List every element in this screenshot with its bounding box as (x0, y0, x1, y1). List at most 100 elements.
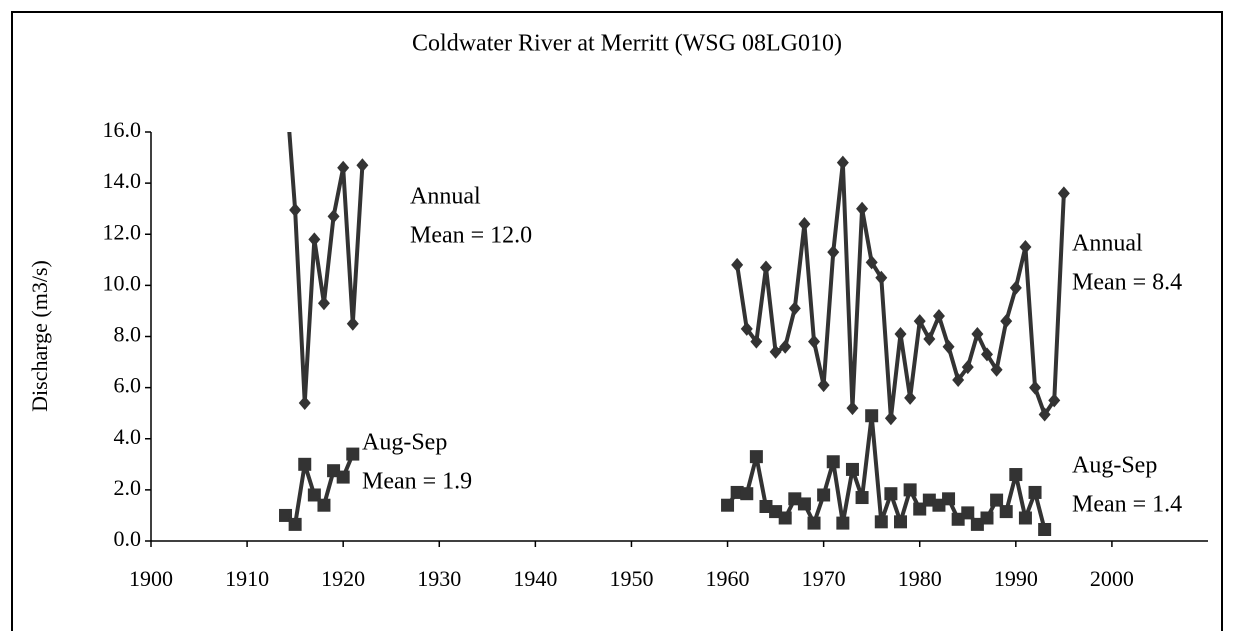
diamond-marker (971, 326, 984, 341)
square-marker (845, 462, 859, 476)
diamond-marker (337, 160, 350, 175)
x-tick-label: 1950 (609, 566, 653, 591)
square-marker (980, 511, 994, 525)
diamond-marker (961, 360, 974, 375)
diamond-marker (827, 245, 840, 260)
annotation: Annual (410, 184, 481, 210)
diamond-marker (990, 362, 1003, 377)
diamond-marker (731, 257, 744, 272)
square-marker (817, 488, 831, 502)
diamond-marker (779, 339, 792, 354)
diamond-marker (980, 347, 993, 362)
diamond-marker (856, 201, 869, 216)
square-marker (778, 511, 792, 525)
y-tick-label: 10.0 (103, 270, 142, 295)
square-marker (336, 470, 350, 484)
annotation: Mean = 8.4 (1072, 270, 1182, 296)
x-tick-label: 1960 (706, 566, 750, 591)
square-marker (826, 455, 840, 469)
diamond-marker (1000, 314, 1013, 329)
annotation: Annual (1072, 231, 1143, 257)
y-tick-label: 0.0 (114, 526, 142, 551)
diamond-marker (875, 270, 888, 285)
diamond-marker (1029, 380, 1042, 395)
square-marker (298, 457, 312, 471)
y-tick-label: 2.0 (114, 475, 142, 500)
square-marker (874, 515, 888, 529)
square-marker (999, 505, 1013, 519)
x-tick-label: 1900 (129, 566, 173, 591)
annotation: Mean = 1.9 (362, 469, 472, 495)
diamond-marker (1009, 280, 1022, 295)
diamond-marker (904, 390, 917, 405)
diamond-marker (750, 334, 763, 349)
diamond-marker (1057, 186, 1070, 201)
diamond-marker (298, 395, 311, 410)
square-marker (903, 483, 917, 497)
x-tick-label: 1940 (513, 566, 557, 591)
chart-border (11, 11, 1223, 631)
y-tick-label: 6.0 (114, 373, 142, 398)
diamond-marker (846, 401, 859, 416)
square-marker (865, 409, 879, 423)
x-tick-label: 2000 (1090, 566, 1134, 591)
x-tick-label: 1990 (994, 566, 1038, 591)
y-tick-label: 8.0 (114, 322, 142, 347)
diamond-marker (1048, 393, 1061, 408)
square-marker (346, 447, 360, 461)
diamond-marker (952, 372, 965, 387)
square-marker (961, 506, 975, 520)
square-marker (307, 488, 321, 502)
y-axis-label: Discharge (m3/s) (27, 260, 52, 412)
square-marker (749, 450, 763, 464)
square-marker (855, 491, 869, 505)
plot-area (279, 132, 1070, 536)
square-marker (1018, 511, 1032, 525)
square-marker (1038, 522, 1052, 536)
diamond-marker (942, 339, 955, 354)
diamond-marker (346, 316, 359, 331)
square-marker (884, 487, 898, 501)
diamond-marker (894, 326, 907, 341)
x-tick-label: 1970 (802, 566, 846, 591)
diamond-marker (1019, 240, 1032, 255)
square-marker (740, 487, 754, 501)
y-tick-label: 16.0 (103, 117, 142, 142)
y-tick-label: 12.0 (103, 219, 142, 244)
annotation: Aug-Sep (1072, 453, 1157, 479)
diamond-marker (817, 378, 830, 393)
diamond-marker (308, 232, 321, 247)
y-tick-label: 4.0 (114, 424, 142, 449)
annotation: Mean = 12.0 (410, 223, 532, 249)
diamond-marker (289, 202, 302, 217)
diamond-marker (932, 309, 945, 324)
square-marker (836, 516, 850, 530)
diamond-marker (759, 260, 772, 275)
square-marker (807, 516, 821, 530)
diamond-marker (740, 321, 753, 336)
annotation: Mean = 1.4 (1072, 492, 1182, 518)
square-marker (797, 497, 811, 511)
chart-title: Coldwater River at Merritt (WSG 08LG010) (412, 31, 842, 57)
square-marker (894, 515, 908, 529)
diamond-marker (865, 255, 878, 270)
square-marker (721, 498, 735, 512)
diamond-marker (884, 411, 897, 426)
diamond-marker (327, 209, 340, 224)
square-marker (942, 492, 956, 506)
annotation: Aug-Sep (362, 430, 447, 456)
square-marker (990, 493, 1004, 507)
x-tick-label: 1980 (898, 566, 942, 591)
diamond-marker (1038, 407, 1051, 422)
diamond-marker (808, 334, 821, 349)
y-tick-label: 14.0 (103, 168, 142, 193)
x-tick-label: 1910 (225, 566, 269, 591)
square-marker (288, 517, 302, 531)
diamond-marker (356, 158, 369, 173)
diamond-marker (317, 296, 330, 311)
diamond-marker (798, 217, 811, 232)
diamond-marker (769, 344, 782, 359)
x-tick-label: 1930 (417, 566, 461, 591)
diamond-marker (836, 155, 849, 170)
